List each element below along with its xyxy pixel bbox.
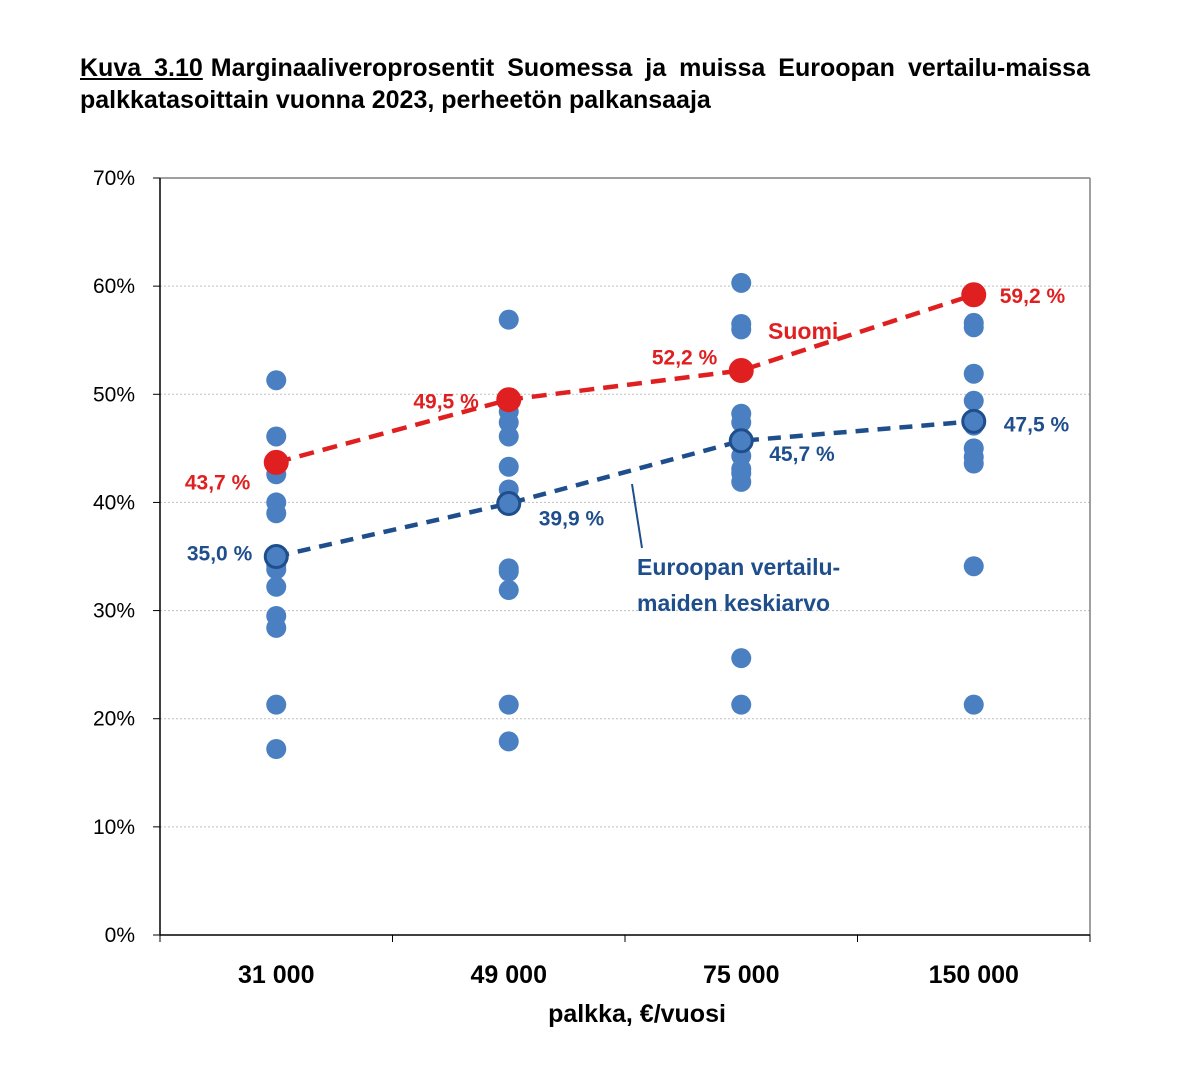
- country-point: [498, 412, 519, 433]
- country-point: [731, 319, 752, 340]
- country-point: [498, 694, 519, 715]
- suomi-marker: [496, 387, 522, 413]
- suomi-marker: [961, 282, 987, 308]
- x-axis-label: palkka, €/vuosi: [548, 1000, 726, 1028]
- figure-label: Kuva 3.10: [80, 54, 203, 82]
- europe-series-pointer: [631, 483, 643, 549]
- country-point: [731, 272, 752, 293]
- country-point: [963, 390, 984, 411]
- y-tick-label: 60%: [93, 275, 135, 298]
- country-point: [963, 363, 984, 384]
- country-point: [963, 556, 984, 577]
- country-point: [963, 694, 984, 715]
- y-tick-label: 0%: [105, 924, 135, 947]
- country-point: [266, 694, 287, 715]
- x-tick-label: 75 000: [703, 961, 779, 989]
- suomi-series-label: Suomi: [768, 318, 838, 344]
- suomi-data-label: 49,5 %: [413, 391, 479, 414]
- europe-series-label: Euroopan vertailu-: [637, 554, 840, 580]
- country-point: [266, 503, 287, 524]
- y-tick-label: 50%: [93, 383, 135, 406]
- country-point: [963, 453, 984, 474]
- suomi-data-label: 52,2 %: [652, 346, 718, 369]
- europe-average-marker: [263, 544, 289, 569]
- country-point: [498, 731, 519, 752]
- country-point: [963, 317, 984, 338]
- country-point: [266, 617, 287, 638]
- europe-average-marker: [728, 428, 754, 454]
- chart-title: Kuva 3.10 Marginaaliveroprosentit Suomess…: [80, 52, 1090, 116]
- country-point: [266, 426, 287, 447]
- country-point: [266, 370, 287, 391]
- country-point: [498, 561, 519, 582]
- country-point: [731, 694, 752, 715]
- europe-average-marker: [496, 491, 522, 517]
- europe-average-data-label: 47,5 %: [1004, 413, 1070, 436]
- country-point: [498, 580, 519, 601]
- country-point: [731, 648, 752, 669]
- suomi-data-label: 59,2 %: [1000, 285, 1066, 308]
- country-point: [266, 738, 287, 759]
- europe-average-marker: [961, 408, 987, 434]
- suomi-line: [275, 292, 975, 465]
- country-point: [731, 412, 752, 433]
- country-point: [498, 309, 519, 330]
- country-point: [498, 426, 519, 447]
- x-tick-label: 49 000: [471, 961, 547, 989]
- europe-average-line: [275, 419, 974, 559]
- europe-average-data-label: 35,0 %: [187, 543, 253, 566]
- y-tick-label: 40%: [93, 491, 135, 514]
- suomi-marker: [728, 357, 754, 383]
- europe-series-label: maiden keskiarvo: [637, 590, 830, 616]
- y-tick-label: 70%: [93, 167, 135, 190]
- europe-average-data-label: 45,7 %: [769, 443, 835, 466]
- country-point: [266, 576, 287, 597]
- title-text: Marginaaliveroprosentit Suomessa ja muis…: [80, 54, 1090, 114]
- x-tick-label: 150 000: [929, 961, 1019, 989]
- y-tick-label: 30%: [93, 600, 135, 623]
- europe-average-data-label: 39,9 %: [539, 508, 605, 531]
- y-tick-label: 10%: [93, 816, 135, 839]
- x-tick-label: 31 000: [238, 961, 314, 989]
- y-tick-label: 20%: [93, 708, 135, 731]
- suomi-marker: [263, 449, 289, 475]
- country-point: [498, 456, 519, 477]
- country-point: [731, 471, 752, 492]
- suomi-data-label: 43,7 %: [185, 471, 251, 494]
